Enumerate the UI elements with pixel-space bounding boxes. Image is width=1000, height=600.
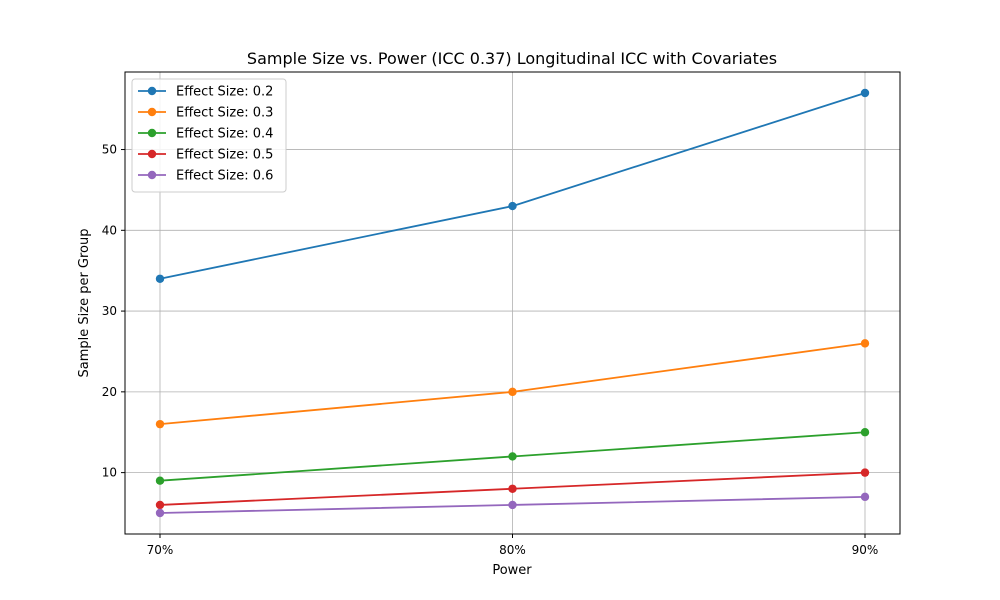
data-point	[155, 419, 165, 429]
legend-marker	[147, 128, 157, 138]
series-5	[155, 492, 870, 518]
data-point	[155, 476, 165, 485]
y-tick-label: 20	[102, 385, 117, 399]
legend-item: Effect Size: 0.5	[138, 148, 273, 163]
legend-marker	[147, 149, 157, 159]
x-tick-label: 80%	[499, 543, 526, 557]
data-point	[508, 484, 517, 493]
y-axis-label: Sample Size per Group	[77, 229, 92, 378]
legend-marker	[147, 86, 157, 96]
axis-ticks: 70% 80% 90% 10 20 30 40 50	[102, 143, 879, 557]
x-tick-label: 70%	[147, 543, 174, 557]
data-point	[860, 492, 870, 502]
legend: Effect Size: 0.2 Effect Size: 0.3 Effect S…	[131, 78, 287, 193]
legend-label: Effect Size: 0.3	[176, 106, 273, 121]
legend-box	[131, 78, 287, 193]
legend-label: Effect Size: 0.4	[176, 127, 273, 142]
data-point	[508, 201, 517, 211]
legend-item: Effect Size: 0.4	[138, 127, 273, 142]
x-axis-label: Power	[492, 563, 532, 578]
y-tick-label: 10	[102, 466, 117, 480]
y-tick-label: 40	[102, 223, 117, 237]
legend-label: Effect Size: 0.6	[176, 169, 273, 184]
legend-item: Effect Size: 0.3	[138, 106, 273, 121]
data-point	[155, 508, 165, 518]
legend-marker	[147, 170, 157, 180]
legend-label: Effect Size: 0.2	[176, 85, 273, 100]
legend-marker	[147, 107, 157, 117]
legend-item: Effect Size: 0.2	[138, 85, 273, 100]
series-1	[155, 88, 870, 283]
data-point	[508, 500, 517, 510]
series-layer	[155, 88, 870, 518]
data-point	[155, 500, 165, 510]
chart-title: Sample Size vs. Power (ICC 0.37) Longitu…	[247, 49, 777, 68]
data-point	[508, 387, 517, 397]
data-point	[860, 468, 870, 477]
y-tick-label: 50	[102, 143, 117, 157]
legend-item: Effect Size: 0.6	[138, 169, 273, 184]
data-point	[860, 88, 870, 98]
series-3	[155, 428, 870, 485]
x-tick-label: 90%	[852, 543, 879, 557]
data-point	[860, 339, 870, 348]
y-tick-label: 30	[102, 304, 117, 318]
data-point	[860, 428, 870, 437]
data-point	[155, 274, 165, 283]
series-4	[155, 468, 870, 510]
legend-label: Effect Size: 0.5	[176, 148, 273, 163]
series-2	[155, 339, 870, 429]
data-point	[508, 452, 517, 461]
